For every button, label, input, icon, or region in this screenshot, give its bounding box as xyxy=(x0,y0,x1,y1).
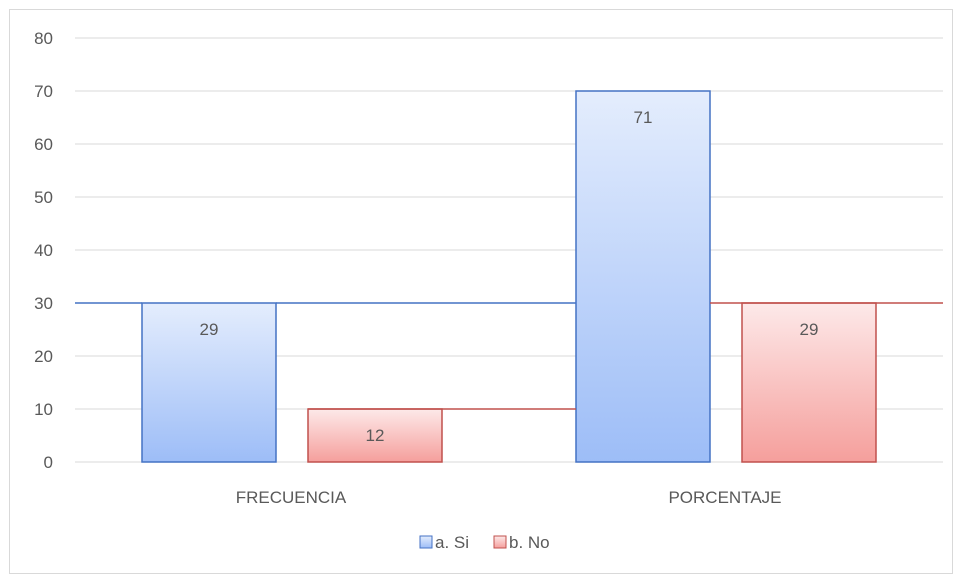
legend-swatch xyxy=(493,535,507,549)
y-tick-label: 0 xyxy=(44,453,53,472)
data-label: 12 xyxy=(366,426,385,445)
legend-swatch xyxy=(419,535,433,549)
chart-frame xyxy=(9,9,953,574)
y-tick-label: 80 xyxy=(34,29,53,48)
data-label: 29 xyxy=(800,320,819,339)
bars xyxy=(141,90,877,463)
y-tick-label: 40 xyxy=(34,241,53,260)
x-tick-label: FRECUENCIA xyxy=(236,488,347,507)
legend: a. Si b. No xyxy=(419,533,550,552)
legend-label: a. Si xyxy=(435,533,469,552)
data-label: 29 xyxy=(200,320,219,339)
y-tick-label: 10 xyxy=(34,400,53,419)
y-tick-label: 50 xyxy=(34,188,53,207)
x-tick-label: PORCENTAJE xyxy=(668,488,781,507)
legend-label: b. No xyxy=(509,533,550,552)
y-axis-ticks: 0 10 20 30 40 50 60 70 80 xyxy=(34,29,53,472)
x-axis-ticks: FRECUENCIA PORCENTAJE xyxy=(236,488,782,507)
y-tick-label: 20 xyxy=(34,347,53,366)
data-label: 71 xyxy=(634,108,653,127)
y-tick-label: 60 xyxy=(34,135,53,154)
series-lines xyxy=(75,302,943,410)
bar-b-no-porcentaje xyxy=(741,302,877,463)
data-labels: 29 12 71 29 xyxy=(200,108,819,445)
y-tick-label: 70 xyxy=(34,82,53,101)
bar-a-si-frecuencia xyxy=(141,302,277,463)
y-tick-label: 30 xyxy=(34,294,53,313)
bar-a-si-porcentaje xyxy=(575,90,711,463)
